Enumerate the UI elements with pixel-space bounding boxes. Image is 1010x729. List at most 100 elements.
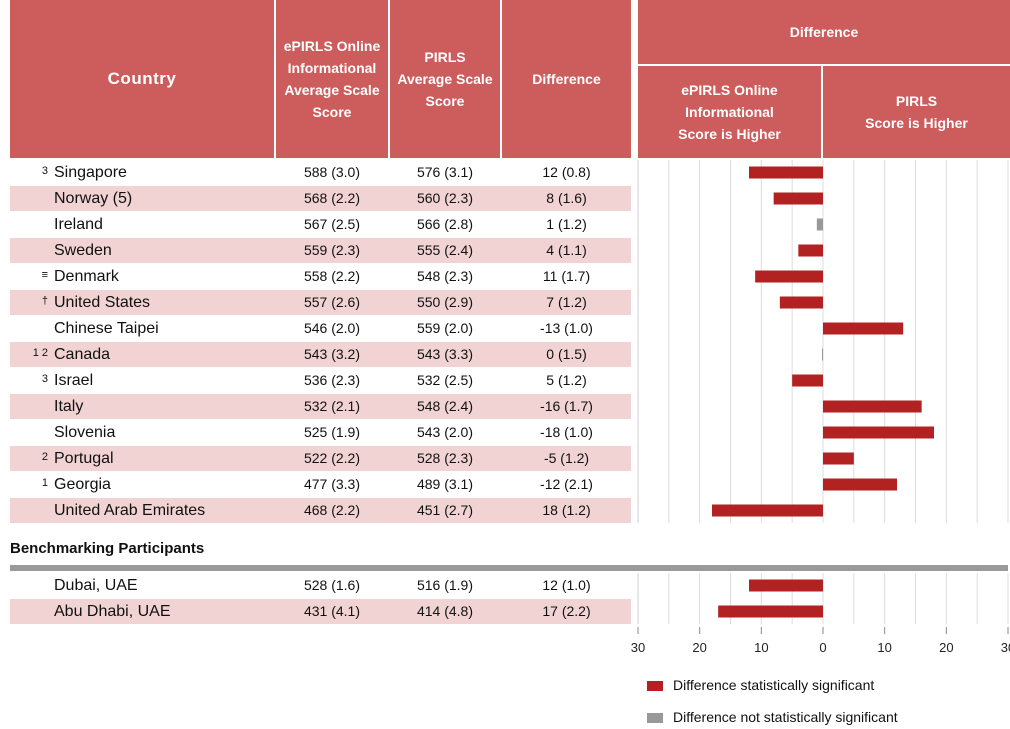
- footnote-marker: [8, 212, 48, 237]
- header-eprils-line1: ePIRLS Online: [283, 38, 381, 54]
- chart-header-right: PIRLS Score is Higher: [823, 66, 1010, 158]
- eprils-score: 559 (2.3): [303, 242, 361, 258]
- footnote-marker: [8, 186, 48, 211]
- axis-tick-label: 10: [877, 640, 891, 655]
- benchmark-heading: Benchmarking Participants: [10, 540, 205, 557]
- table-row: Slovenia 525 (1.9) 543 (2.0) -18 (1.0): [10, 420, 631, 445]
- footnote-marker: [8, 394, 48, 419]
- legend-not-significant: Difference not statistically significant: [647, 709, 898, 725]
- bar-abu-dhabi-uae: [718, 605, 823, 618]
- difference-value: 11 (1.7): [542, 268, 591, 284]
- pirls-score: 414 (4.8): [416, 603, 474, 619]
- footnote-marker: [8, 420, 48, 445]
- difference-value: -18 (1.0): [540, 424, 593, 440]
- country-name: Canada: [54, 346, 111, 363]
- legend-significant-swatch: [647, 681, 663, 692]
- eprils-score: 588 (3.0): [303, 164, 361, 180]
- footnote-marker: [8, 599, 48, 624]
- header-pirls: PIRLS Average Scale Score: [390, 0, 500, 158]
- header-difference: Difference: [502, 0, 631, 158]
- header-pirls-line2: Average Scale: [397, 71, 493, 87]
- bar-norway-5-: [773, 192, 823, 205]
- footnote-marker: ≡: [41, 269, 48, 281]
- pirls-score: 528 (2.3): [416, 450, 474, 466]
- eprils-score: 477 (3.3): [303, 476, 361, 492]
- bar-chinese-taipei: [823, 322, 904, 335]
- table-row: 3 Israel 536 (2.3) 532 (2.5) 5 (1.2): [10, 368, 631, 393]
- legend-significant-label: Difference statistically significant: [673, 677, 875, 693]
- footnote-marker: [8, 573, 48, 598]
- bar-georgia: [823, 478, 897, 491]
- country-name: Slovenia: [54, 424, 116, 441]
- header-eprils: ePIRLS Online Informational Average Scal…: [276, 0, 388, 158]
- table-row: Ireland 567 (2.5) 566 (2.8) 1 (1.2): [10, 212, 631, 237]
- table-row: Sweden 559 (2.3) 555 (2.4) 4 (1.1): [10, 238, 631, 263]
- header-eprils-line4: Score: [312, 104, 352, 120]
- difference-value: 12 (1.0): [542, 577, 591, 593]
- pirls-score: 576 (3.1): [416, 164, 474, 180]
- header-country-label: Country: [107, 69, 177, 88]
- table-row: 1 Georgia 477 (3.3) 489 (3.1) -12 (2.1): [10, 472, 631, 497]
- table-row: Abu Dhabi, UAE 431 (4.1) 414 (4.8) 17 (2.2): [10, 599, 631, 624]
- footnote-marker: [8, 316, 48, 341]
- axis-tick-label: 30: [1001, 640, 1010, 655]
- pirls-score: 543 (2.0): [416, 424, 474, 440]
- bar-sweden: [798, 244, 823, 257]
- difference-value: 18 (1.2): [542, 502, 591, 518]
- chart-header-left-line3: Score is Higher: [678, 126, 781, 142]
- eprils-score: 543 (3.2): [303, 346, 361, 362]
- eprils-score: 558 (2.2): [303, 268, 361, 284]
- pirls-score: 532 (2.5): [416, 372, 474, 388]
- difference-value: 17 (2.2): [542, 603, 591, 619]
- pirls-score: 548 (2.4): [416, 398, 474, 414]
- footnote-marker: 3: [41, 165, 48, 177]
- axis-tick-label: 20: [692, 640, 706, 655]
- table-row: Italy 532 (2.1) 548 (2.4) -16 (1.7): [10, 394, 631, 419]
- difference-value: -5 (1.2): [543, 450, 590, 466]
- difference-value: 4 (1.1): [546, 242, 587, 258]
- bar-slovenia: [823, 426, 934, 439]
- pirls-score: 451 (2.7): [416, 502, 474, 518]
- country-name: Italy: [54, 398, 84, 415]
- difference-value: 5 (1.2): [546, 372, 587, 388]
- chart-header-right-line1: PIRLS: [895, 93, 938, 109]
- axis-tick-label: 20: [939, 640, 953, 655]
- country-name: United States: [54, 294, 151, 311]
- bar-united-states: [779, 296, 823, 309]
- country-name: Singapore: [54, 164, 127, 181]
- eprils-score: 532 (2.1): [303, 398, 361, 414]
- chart-header-left-line1: ePIRLS Online: [681, 82, 778, 98]
- legend-not-significant-label: Difference not statistically significant: [673, 709, 898, 725]
- chart-header-title-label: Difference: [789, 24, 859, 40]
- eprils-score: 557 (2.6): [303, 294, 361, 310]
- country-name: Dubai, UAE: [54, 577, 138, 594]
- country-name: Israel: [54, 372, 94, 389]
- header-pirls-line3: Score: [425, 93, 465, 109]
- footnote-marker: 1 2: [32, 347, 48, 359]
- header-country: Country: [10, 0, 274, 158]
- header-eprils-line3: Average Scale: [284, 82, 380, 98]
- eprils-score: 567 (2.5): [303, 216, 361, 232]
- pirls-score: 566 (2.8): [416, 216, 474, 232]
- eprils-score: 568 (2.2): [303, 190, 361, 206]
- eprils-score: 546 (2.0): [303, 320, 361, 336]
- footnote-marker: 2: [41, 451, 48, 463]
- difference-value: 12 (0.8): [542, 164, 591, 180]
- table-row: ≡ Denmark 558 (2.2) 548 (2.3) 11 (1.7): [10, 264, 631, 289]
- difference-value: -13 (1.0): [540, 320, 593, 336]
- bar-united-arab-emirates: [712, 504, 823, 517]
- pirls-score: 560 (2.3): [416, 190, 474, 206]
- bar-portugal: [823, 452, 854, 465]
- country-name: Denmark: [54, 268, 119, 285]
- pirls-score: 516 (1.9): [416, 577, 474, 593]
- footnote-marker: [8, 498, 48, 523]
- difference-value: -16 (1.7): [540, 398, 593, 414]
- legend-significant: Difference statistically significant: [647, 677, 874, 693]
- chart-header-right-line2: Score is Higher: [865, 115, 968, 131]
- table-row: † United States 557 (2.6) 550 (2.9) 7 (1.2): [10, 290, 631, 315]
- eprils-score: 431 (4.1): [303, 603, 361, 619]
- eprils-score: 528 (1.6): [303, 577, 361, 593]
- table-row: 1 2 Canada 543 (3.2) 543 (3.3) 0 (1.5): [10, 342, 631, 367]
- country-name: United Arab Emirates: [54, 502, 206, 519]
- difference-value: 8 (1.6): [546, 190, 587, 206]
